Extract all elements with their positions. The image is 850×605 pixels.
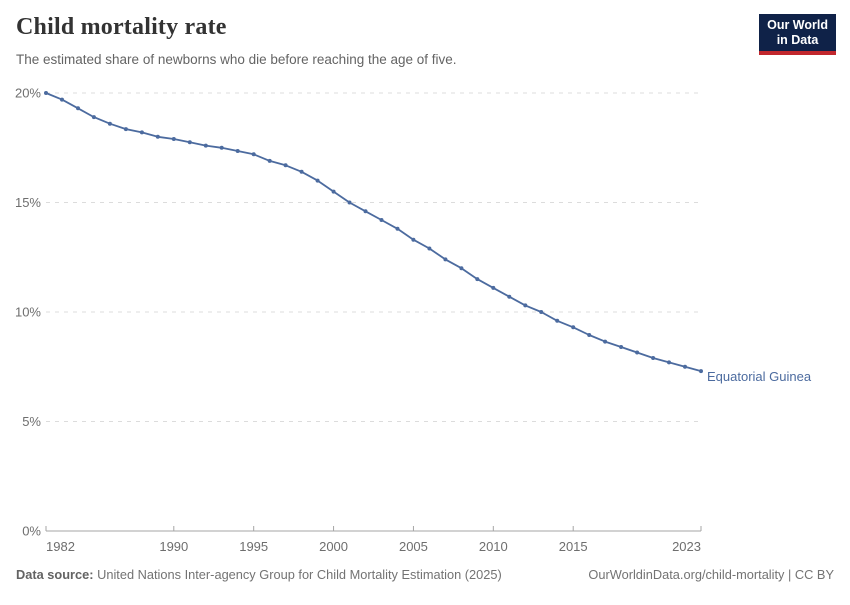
data-point[interactable] — [683, 364, 687, 369]
owid-logo-line-1: Our World — [767, 18, 828, 32]
data-point[interactable] — [139, 130, 144, 135]
data-point[interactable] — [155, 134, 160, 139]
data-point[interactable] — [267, 158, 272, 163]
data-point[interactable] — [251, 152, 256, 157]
data-point[interactable] — [219, 145, 224, 150]
data-point[interactable] — [283, 163, 288, 168]
data-point[interactable] — [123, 127, 128, 132]
data-point[interactable] — [491, 285, 496, 290]
chart-footer: Data source: United Nations Inter-agency… — [16, 567, 834, 582]
x-tick-label: 2010 — [479, 539, 508, 554]
license-link[interactable]: OurWorldinData.org/child-mortality | CC … — [588, 567, 834, 582]
data-point[interactable] — [507, 294, 512, 299]
data-point[interactable] — [379, 218, 384, 222]
data-point[interactable] — [555, 318, 560, 323]
chart-subtitle: The estimated share of newborns who die … — [16, 52, 457, 67]
data-point[interactable] — [171, 137, 176, 141]
data-point[interactable] — [203, 143, 208, 148]
x-tick-label: 2023 — [672, 539, 701, 554]
y-tick-label: 0% — [22, 524, 41, 539]
data-point[interactable] — [315, 178, 320, 183]
y-tick-label: 15% — [15, 195, 41, 210]
x-tick-label: 1995 — [239, 539, 268, 554]
series-line[interactable] — [45, 92, 702, 373]
data-point[interactable] — [667, 360, 671, 365]
data-point[interactable] — [331, 189, 336, 194]
data-point[interactable] — [299, 169, 304, 174]
data-point[interactable] — [475, 277, 480, 282]
data-point[interactable] — [459, 266, 464, 271]
x-tick-label: 2005 — [399, 539, 428, 554]
data-point[interactable] — [235, 149, 240, 153]
x-tick-label: 1982 — [46, 539, 75, 554]
series-end-label[interactable]: Equatorial Guinea — [707, 369, 812, 384]
data-point[interactable] — [443, 257, 448, 262]
x-tick-label: 1990 — [159, 539, 188, 554]
data-point[interactable] — [603, 339, 608, 344]
data-point[interactable] — [619, 345, 624, 349]
data-source-label: Data source: — [16, 567, 94, 582]
data-point[interactable] — [539, 310, 544, 314]
data-source-text: United Nations Inter-agency Group for Ch… — [93, 567, 502, 582]
data-point[interactable] — [395, 226, 400, 231]
data-point[interactable] — [363, 209, 368, 214]
data-point[interactable] — [571, 325, 576, 330]
data-point[interactable] — [635, 350, 640, 355]
data-point[interactable] — [427, 246, 432, 251]
data-point[interactable] — [187, 140, 192, 145]
data-point[interactable] — [60, 97, 64, 102]
data-point[interactable] — [91, 115, 96, 120]
data-point[interactable] — [107, 121, 112, 126]
data-point[interactable] — [651, 356, 656, 360]
y-tick-label: 10% — [15, 305, 41, 320]
y-tick-label: 20% — [15, 86, 41, 101]
data-source: Data source: United Nations Inter-agency… — [16, 567, 502, 582]
x-tick-label: 2015 — [559, 539, 588, 554]
data-point[interactable] — [411, 237, 416, 242]
data-point[interactable] — [587, 333, 592, 337]
data-point[interactable] — [699, 369, 703, 374]
chart-title: Child mortality rate — [16, 14, 227, 40]
owid-logo-line-2: in Data — [776, 32, 819, 47]
data-point[interactable] — [347, 200, 352, 205]
y-tick-label: 5% — [22, 414, 41, 429]
owid-logo[interactable]: Our World in Data — [759, 14, 836, 55]
data-point[interactable] — [523, 303, 528, 308]
data-point[interactable] — [76, 106, 80, 111]
x-tick-label: 2000 — [319, 539, 348, 554]
data-point[interactable] — [44, 91, 48, 95]
